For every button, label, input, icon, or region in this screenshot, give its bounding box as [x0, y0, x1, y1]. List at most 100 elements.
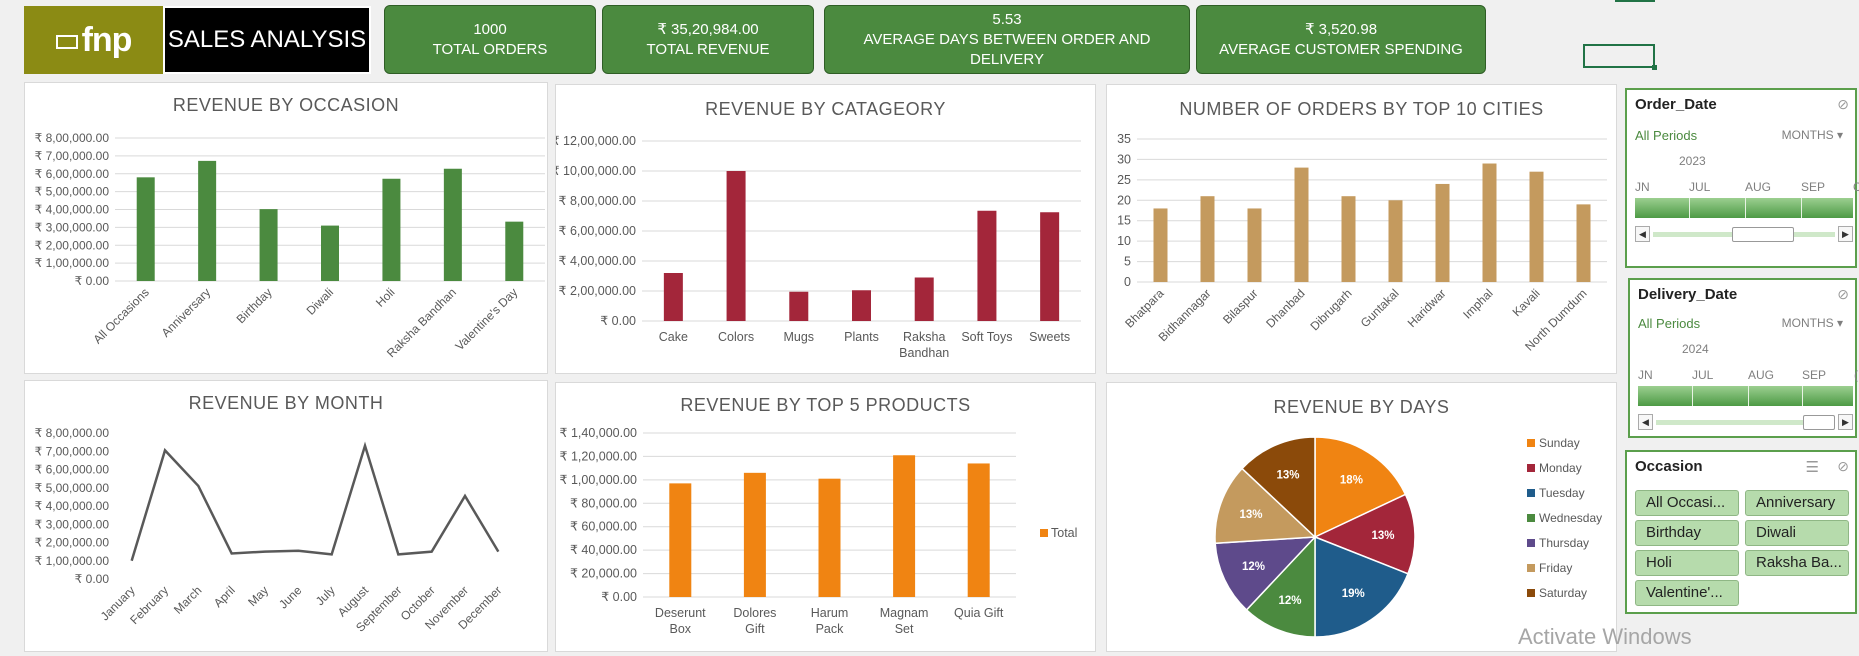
- x-tick-label: Soft Toys: [961, 330, 1012, 344]
- bar: [382, 178, 401, 281]
- y-tick-label: ₹ 5,00,000.00: [35, 185, 110, 199]
- pie-slice: [1214, 467, 1317, 545]
- panel-revenue-by-category[interactable]: REVENUE BY CATAGEORY ₹ 0.00 ₹ 2,00,000.00…: [555, 84, 1096, 374]
- y-tick-label: 25: [1117, 173, 1131, 187]
- bar: [967, 463, 990, 597]
- y-tick-label: 5: [1124, 255, 1131, 269]
- y-tick-label: ₹ 1,20,000.00: [560, 449, 638, 463]
- bar: [914, 277, 934, 321]
- x-tick-label: Bandhan: [899, 346, 949, 360]
- chart-title: REVENUE BY TOP 5 PRODUCTS: [680, 395, 971, 415]
- month-label: JUL: [1692, 368, 1714, 382]
- occasion-item[interactable]: Holi: [1635, 550, 1739, 576]
- x-tick-label: Haridwar: [1405, 286, 1449, 330]
- slice-label: 13%: [1240, 509, 1263, 521]
- kpi-average-spending: ₹ 3,520.98 AVERAGE CUSTOMER SPENDING: [1196, 5, 1486, 74]
- month-label: JN: [1638, 368, 1653, 382]
- selected-cell[interactable]: [1583, 44, 1657, 70]
- scroll-right-icon[interactable]: ▶: [1838, 414, 1853, 430]
- occasion-item[interactable]: Birthday: [1635, 520, 1739, 546]
- y-tick-label: ₹ 6,00,000.00: [559, 224, 637, 238]
- bar: [1294, 167, 1309, 282]
- legend-swatch: [1527, 464, 1535, 472]
- legend-swatch: [1040, 529, 1048, 537]
- y-tick-label: ₹ 8,00,000.00: [35, 131, 110, 145]
- legend-swatch: [1527, 489, 1535, 497]
- y-tick-label: ₹ 1,00,000.00: [560, 473, 638, 487]
- chart-title: REVENUE BY OCCASION: [172, 95, 400, 115]
- bar: [321, 225, 339, 281]
- panel-revenue-by-month[interactable]: REVENUE BY MONTH ₹ 0.00 ₹ 1,00,000.00 ₹ 2,…: [24, 380, 548, 652]
- time-level-dropdown[interactable]: MONTHS ▾: [1781, 316, 1843, 330]
- scroll-right-icon[interactable]: ▶: [1838, 226, 1853, 242]
- y-tick-label: ₹ 7,00,000.00: [35, 149, 110, 163]
- occasion-item[interactable]: Valentine'...: [1635, 580, 1739, 606]
- panel-revenue-by-products[interactable]: REVENUE BY TOP 5 PRODUCTS ₹ 0.00 ₹ 20,000…: [555, 382, 1096, 652]
- panel-revenue-by-days[interactable]: REVENUE BY DAYS 18% 13% 19% 12% 12% 13% 13% Sun…: [1106, 382, 1617, 652]
- y-tick-label: ₹ 20,000.00: [570, 567, 637, 581]
- scroll-thumb[interactable]: [1732, 227, 1794, 242]
- time-level-dropdown[interactable]: MONTHS ▾: [1781, 128, 1843, 142]
- scroll-thumb[interactable]: [1803, 415, 1835, 430]
- bar: [1200, 196, 1215, 282]
- legend-swatch: [1527, 589, 1535, 597]
- pie-slice: [1313, 493, 1416, 575]
- y-tick-label: 20: [1117, 193, 1131, 207]
- days-chart: 18% 13% 19% 12% 12% 13% 13% Sunday Monday Tuesday…: [1214, 436, 1602, 638]
- bar: [1435, 183, 1450, 282]
- pie-slice: [1214, 536, 1317, 611]
- scroll-left-icon[interactable]: ◀: [1638, 414, 1653, 430]
- timeline-bar[interactable]: [1638, 386, 1853, 406]
- slicer-title: Occasion: [1635, 458, 1703, 475]
- month-label: (: [1854, 368, 1858, 382]
- occasion-item[interactable]: Raksha Ba...: [1745, 550, 1849, 576]
- time-level-label: MONTHS: [1781, 316, 1834, 330]
- month-label: SEP: [1801, 180, 1826, 194]
- panel-orders-by-city[interactable]: NUMBER OF ORDERS BY TOP 10 CITIES 0 5 10 15…: [1106, 84, 1617, 374]
- kpi-label: TOTAL ORDERS: [432, 40, 548, 58]
- timeline-scrollbar[interactable]: ◀ ▶: [1638, 414, 1853, 430]
- y-tick-label: ₹ 60,000.00: [570, 520, 637, 534]
- bar: [259, 209, 278, 281]
- legend-label: Friday: [1539, 561, 1572, 575]
- occasion-item[interactable]: Diwali: [1745, 520, 1849, 546]
- occasion-slicer[interactable]: Occasion ☰ ⊘ All Occasi... Anniversary B…: [1625, 450, 1857, 614]
- y-tick-label: ₹ 8,00,000.00: [559, 194, 637, 208]
- slice-label: 13%: [1371, 530, 1394, 542]
- bar: [1247, 208, 1262, 282]
- x-tick-label: Deserunt: [655, 606, 706, 620]
- legend-swatch: [1527, 539, 1535, 547]
- x-tick-label: Imphal: [1460, 286, 1495, 321]
- slice-label: 18%: [1340, 475, 1363, 487]
- occasion-item[interactable]: All Occasi...: [1635, 490, 1739, 516]
- products-chart: ₹ 0.00 ₹ 20,000.00 ₹ 40,000.00 ₹ 60,000.00 ₹…: [560, 426, 1078, 636]
- year-label: 2024: [1682, 342, 1709, 356]
- panel-revenue-by-occasion[interactable]: REVENUE BY OCCASION ₹ 0.00 ₹ 1,00,000.00 ₹…: [24, 82, 548, 374]
- x-tick-label: July: [313, 583, 338, 608]
- x-tick-label: Harum: [811, 606, 849, 620]
- timeline-scrollbar[interactable]: ◀ ▶: [1635, 226, 1853, 242]
- bar: [443, 168, 462, 281]
- y-tick-label: ₹ 10,00,000.00: [556, 164, 636, 178]
- pie-slice: [1314, 535, 1409, 638]
- x-tick-label: Valentine's Day: [452, 285, 520, 353]
- all-periods-label: All Periods: [1635, 128, 1698, 143]
- timeline-bar[interactable]: [1635, 198, 1853, 218]
- bar: [1388, 200, 1403, 282]
- activate-windows-watermark: Activate Windows: [1518, 624, 1692, 649]
- chart-title: REVENUE BY MONTH: [188, 393, 384, 413]
- multi-select-icon[interactable]: ☰: [1805, 459, 1819, 476]
- occasion-item[interactable]: Anniversary: [1745, 490, 1849, 516]
- y-tick-label: ₹ 1,40,000.00: [560, 426, 638, 440]
- clear-filter-icon[interactable]: ⊘: [1837, 96, 1849, 112]
- kpi-label: TOTAL REVENUE: [646, 40, 770, 58]
- slice-label: 19%: [1342, 588, 1365, 600]
- scroll-left-icon[interactable]: ◀: [1635, 226, 1650, 242]
- order-date-slicer[interactable]: Order_Date ⊘ All Periods MONTHS ▾ 2023 J…: [1625, 88, 1859, 268]
- clear-filter-icon[interactable]: ⊘: [1837, 286, 1849, 302]
- delivery-date-slicer[interactable]: Delivery_Date ⊘ All Periods MONTHS ▾ 202…: [1628, 278, 1858, 438]
- chart-title: REVENUE BY CATAGEORY: [705, 99, 946, 119]
- x-tick-label: June: [276, 583, 305, 612]
- clear-filter-icon[interactable]: ⊘: [1837, 458, 1849, 474]
